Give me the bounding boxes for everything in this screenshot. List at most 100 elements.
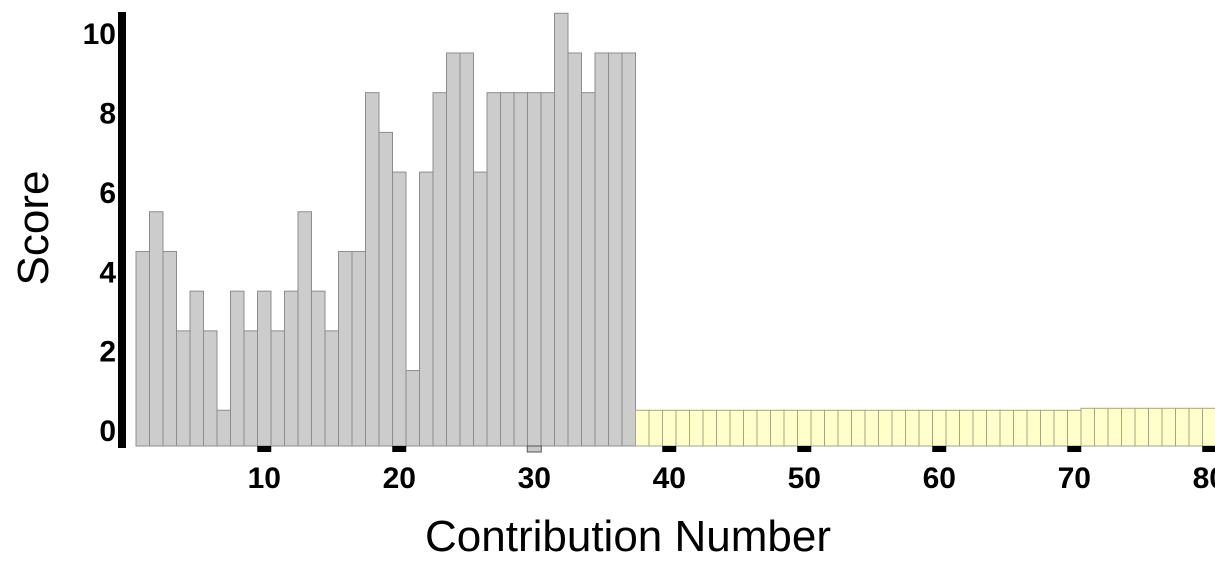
bar-4 [176,330,191,447]
bar-27 [486,92,501,447]
bar-26 [473,171,488,447]
bar-34 [581,92,596,447]
bar-51 [810,409,825,447]
bar-29 [513,92,528,447]
y-axis-title: Score [9,171,58,286]
bar-61 [945,409,960,447]
y-tick-label-2: 2 [99,336,116,369]
bar-52 [824,409,839,447]
bar-42 [689,409,704,447]
bar-60 [932,409,947,447]
bar-54 [851,409,866,447]
bar-50 [797,409,812,447]
bar-59 [918,409,933,447]
x-tick-label-80: 80 [1193,462,1215,495]
bar-8 [230,290,245,447]
x-tick-label-70: 70 [1058,462,1091,495]
x-tick-mark-40 [662,446,677,452]
bar-39 [648,409,663,447]
bar-77 [1161,407,1176,447]
bar-72 [1094,407,1109,447]
x-tick-label-60: 60 [923,462,956,495]
x-tick-mark-30 [526,445,542,453]
bar-69 [1053,409,1068,447]
y-tick-label-4: 4 [99,256,116,289]
bar-32 [554,12,569,447]
bar-16 [338,250,353,447]
bar-62 [959,409,974,447]
bar-73 [1107,407,1122,447]
x-tick-mark-50 [797,446,812,452]
bar-43 [702,409,717,447]
bar-33 [567,52,582,447]
bar-22 [419,171,434,447]
bar-46 [743,409,758,447]
bar-14 [311,290,326,447]
bar-53 [837,409,852,447]
x-tick-mark-20 [392,446,407,452]
bars-group [135,12,1215,447]
bar-20 [392,171,407,447]
bar-23 [432,92,447,447]
x-tick-label-10: 10 [248,462,281,495]
bar-63 [972,409,987,447]
bar-18 [365,92,380,447]
x-tick-label-40: 40 [653,462,686,495]
y-axis-line [118,12,126,448]
x-tick-mark-70 [1067,446,1082,452]
bar-80 [1202,407,1215,447]
x-tick-label-30: 30 [518,462,551,495]
bar-48 [770,409,785,447]
bar-7 [216,409,231,447]
bar-21 [405,370,420,447]
bar-74 [1121,407,1136,447]
bar-28 [500,92,515,447]
x-axis-title: Contribution Number [425,512,831,561]
bar-3 [162,250,177,447]
x-tick-mark-10 [257,446,272,452]
bar-49 [783,409,798,447]
bar-44 [716,409,731,447]
bar-57 [891,409,906,447]
bar-1 [135,250,150,447]
bar-38 [635,409,650,447]
bar-58 [905,409,920,447]
bar-12 [284,290,299,447]
bar-41 [675,409,690,447]
bar-64 [986,409,1001,447]
bar-17 [351,250,366,447]
bar-5 [189,290,204,447]
bar-71 [1080,407,1095,447]
bar-13 [297,211,312,447]
y-tick-label-6: 6 [99,177,116,210]
bar-45 [729,409,744,447]
x-tick-mark-60 [932,446,947,452]
x-tick-label-50: 50 [788,462,821,495]
bar-35 [594,52,609,447]
bar-79 [1188,407,1203,447]
bar-75 [1134,407,1149,447]
x-tick-label-20: 20 [383,462,416,495]
bar-30 [527,92,542,447]
bar-70 [1067,409,1082,447]
bar-15 [324,330,339,447]
x-ticks: 10 20 30 40 50 60 70 80 [248,445,1215,495]
bar-68 [1040,409,1055,447]
bar-31 [540,92,555,447]
bar-11 [270,330,285,447]
bar-47 [756,409,771,447]
y-tick-label-8: 8 [99,98,116,131]
y-tick-labels: 0 2 4 6 8 10 [83,18,117,448]
bar-37 [621,52,636,447]
bar-2 [149,211,164,447]
bar-40 [662,409,677,447]
bar-56 [878,409,893,447]
bar-10 [257,290,272,447]
bar-6 [203,330,218,447]
bar-78 [1175,407,1190,447]
y-tick-label-0: 0 [99,415,116,448]
bar-19 [378,131,393,447]
bar-76 [1148,407,1163,447]
x-tick-mark-80 [1202,446,1215,452]
